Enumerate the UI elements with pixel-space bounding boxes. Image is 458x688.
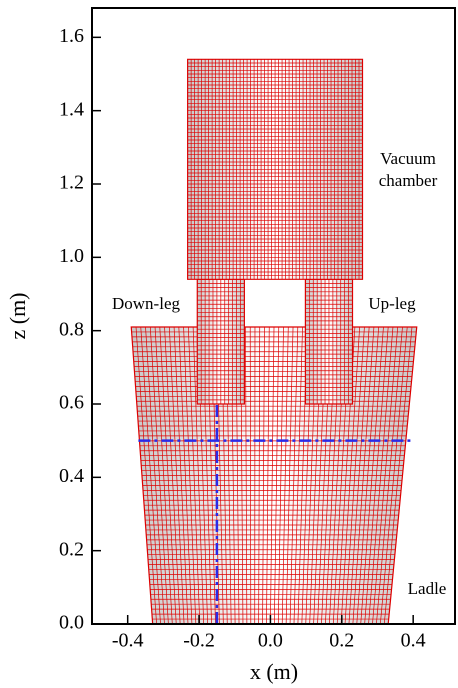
x-tick-label: -0.2: [183, 630, 215, 652]
mesh-region: [196, 278, 245, 405]
mesh-lines: [305, 279, 353, 404]
annotation: Up-leg: [368, 294, 416, 313]
y-tick-label: 1.4: [59, 98, 84, 120]
x-tick-label: 0.4: [401, 630, 426, 652]
y-tick-label: 1.6: [59, 25, 84, 47]
y-tick-label: 0.2: [59, 538, 84, 560]
mesh-lines: [187, 59, 363, 280]
annotation: Down-leg: [112, 294, 180, 313]
mesh-region: [304, 278, 354, 405]
axes-frame: [91, 7, 456, 625]
annotation: Vacuum: [380, 149, 436, 168]
annotation: Ladle: [408, 579, 447, 598]
plot-area: [130, 58, 418, 625]
mesh-lines: [197, 279, 245, 404]
y-axis-label: z (m): [5, 292, 30, 339]
y-tick-label: 0.6: [59, 392, 84, 414]
y-tick-label: 0.8: [59, 318, 84, 340]
mesh-lines: [131, 326, 417, 625]
x-tick-label: 0.0: [258, 630, 283, 652]
x-axis-label: x (m): [250, 659, 298, 684]
y-tick-label: 1.0: [59, 245, 84, 267]
y-tick-label: 0.4: [59, 465, 84, 487]
y-tick-label: 1.2: [59, 172, 84, 194]
x-tick-label: -0.4: [112, 630, 144, 652]
annotation: chamber: [379, 171, 438, 190]
y-tick-label: 0.0: [59, 612, 84, 634]
x-tick-label: 0.2: [329, 630, 354, 652]
mesh-region: [130, 326, 418, 625]
mesh-region: [187, 58, 364, 280]
